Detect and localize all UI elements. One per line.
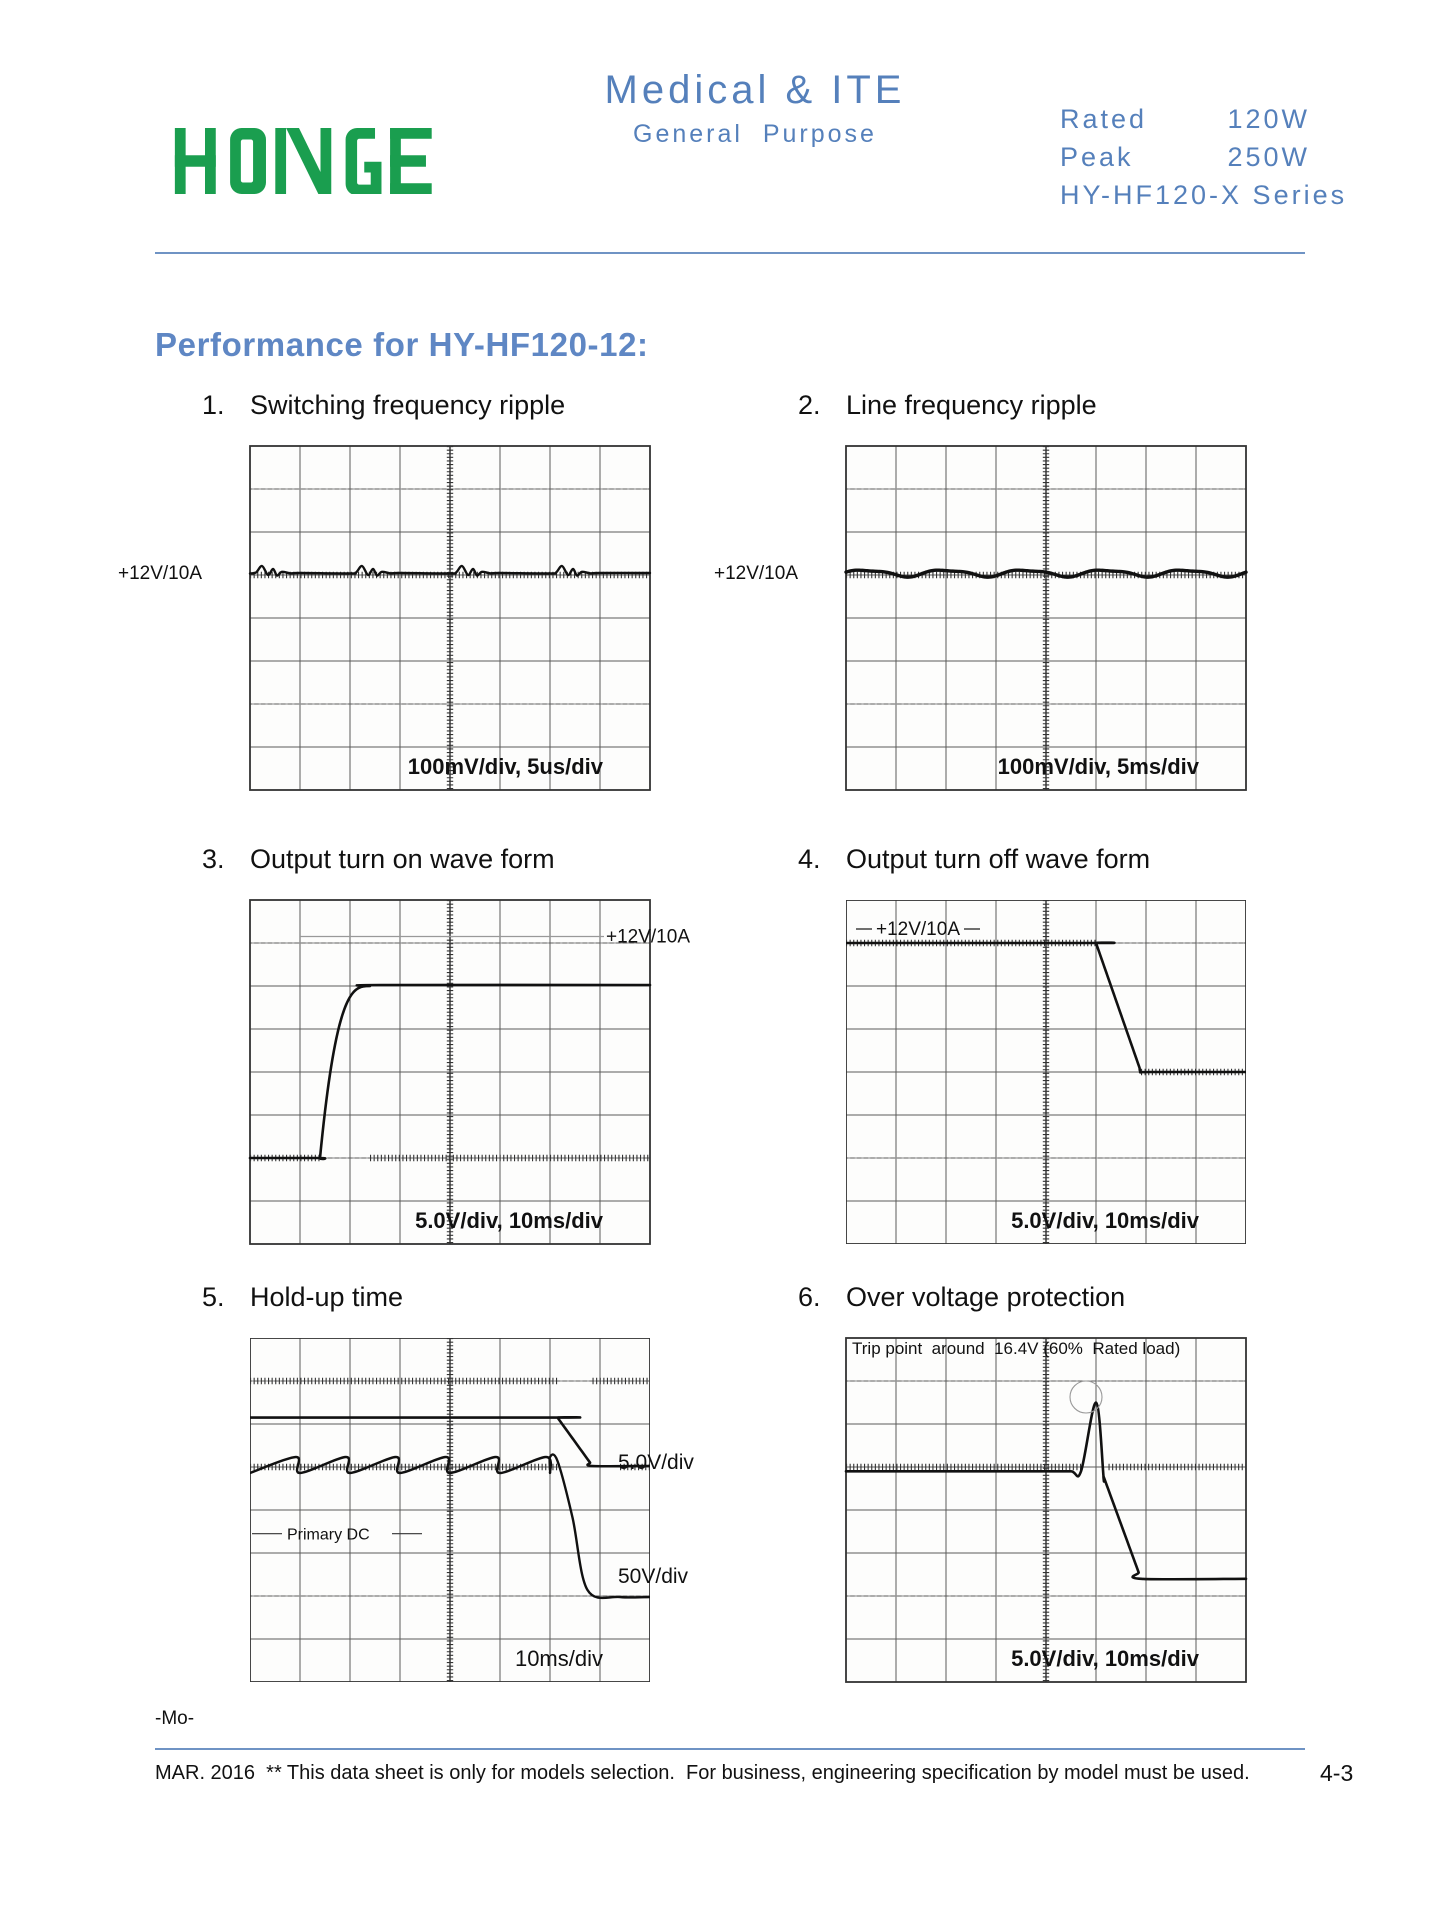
- svg-text:+12V/10A: +12V/10A: [714, 563, 798, 584]
- svg-text:Primary DC: Primary DC: [287, 1527, 370, 1544]
- svg-text:+12V/10A: +12V/10A: [118, 563, 202, 584]
- svg-text:Trip point around 16.4V (60%: Trip point around 16.4V (60% Rated load): [852, 1339, 1180, 1358]
- svg-text:+12V/10A: +12V/10A: [876, 919, 960, 940]
- svg-text:+12V/10A: +12V/10A: [606, 927, 690, 948]
